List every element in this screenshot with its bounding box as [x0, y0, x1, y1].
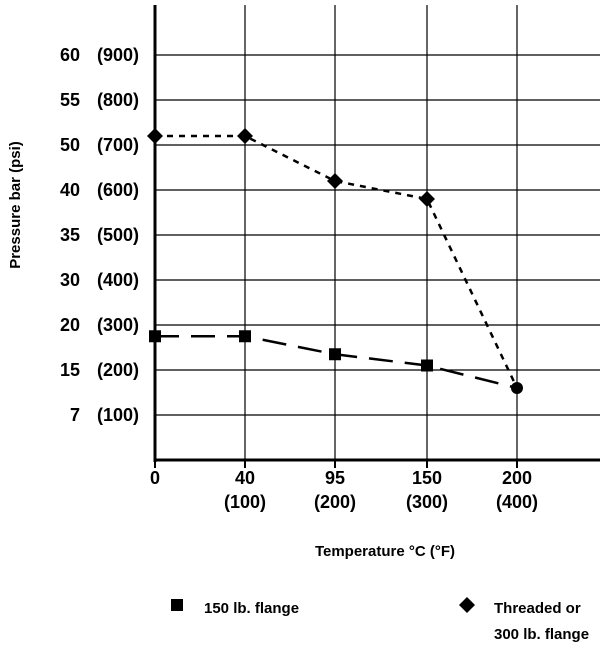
square-marker [171, 599, 183, 611]
y-tick-label: 7 [70, 405, 80, 425]
diamond-marker [459, 597, 475, 613]
y-tick-label: 20 [60, 315, 80, 335]
y-axis-title: Pressure bar (psi) [7, 141, 24, 269]
y-tick-label: 40 [60, 180, 80, 200]
square-marker [149, 330, 161, 343]
y-tick-label: 30 [60, 270, 80, 290]
y-tick-label: (600) [97, 180, 139, 200]
square-marker [329, 348, 341, 361]
series-line-threaded-300lb-flange [155, 134, 519, 389]
x-tick-label: (400) [496, 492, 538, 512]
legend-label: 150 lb. flange [204, 600, 299, 617]
square-marker [421, 359, 433, 372]
grid [155, 5, 600, 460]
series-line-150lb-flange [155, 335, 518, 390]
diamond-marker [419, 191, 435, 207]
x-tick-label: (200) [314, 492, 356, 512]
y-tick-label: (400) [97, 270, 139, 290]
y-tick-label: 55 [60, 90, 80, 110]
diamond-marker [327, 173, 343, 189]
x-axis-ticks: 0 40 (100) 95 (200) 150 (300) 200 (400) [150, 468, 538, 512]
y-tick-label: 60 [60, 45, 80, 65]
y-tick-label: 50 [60, 135, 80, 155]
square-marker [239, 330, 251, 343]
y-tick-label: 15 [60, 360, 80, 380]
legend-label: 300 lb. flange [494, 626, 589, 643]
series-group [147, 128, 523, 394]
y-tick-label: (100) [97, 405, 139, 425]
x-axis-title: Temperature °C (°F) [315, 543, 455, 560]
x-tick-label: 150 [412, 468, 442, 488]
x-tick-label: 200 [502, 468, 532, 488]
y-tick-label: (800) [97, 90, 139, 110]
x-tick-label: (100) [224, 492, 266, 512]
circle-marker [511, 382, 523, 394]
x-tick-label: 40 [235, 468, 255, 488]
y-tick-label: (900) [97, 45, 139, 65]
x-tick-label: 0 [150, 468, 160, 488]
y-tick-label: (500) [97, 225, 139, 245]
diamond-marker [237, 128, 253, 144]
diamond-marker [147, 128, 163, 144]
x-tick-label: (300) [406, 492, 448, 512]
y-tick-label: (700) [97, 135, 139, 155]
axes [153, 5, 600, 468]
y-tick-label: (200) [97, 360, 139, 380]
y-tick-label: (300) [97, 315, 139, 335]
legend: 150 lb. flange Threaded or 300 lb. flange [171, 597, 589, 643]
y-tick-label: 35 [60, 225, 80, 245]
y-axis-ticks: 60 (900) 55 (800) 50 (700) 40 (600) 35 (500) 30 (40… [60, 45, 139, 425]
x-tick-label: 95 [325, 468, 345, 488]
legend-label: Threaded or [494, 600, 581, 617]
